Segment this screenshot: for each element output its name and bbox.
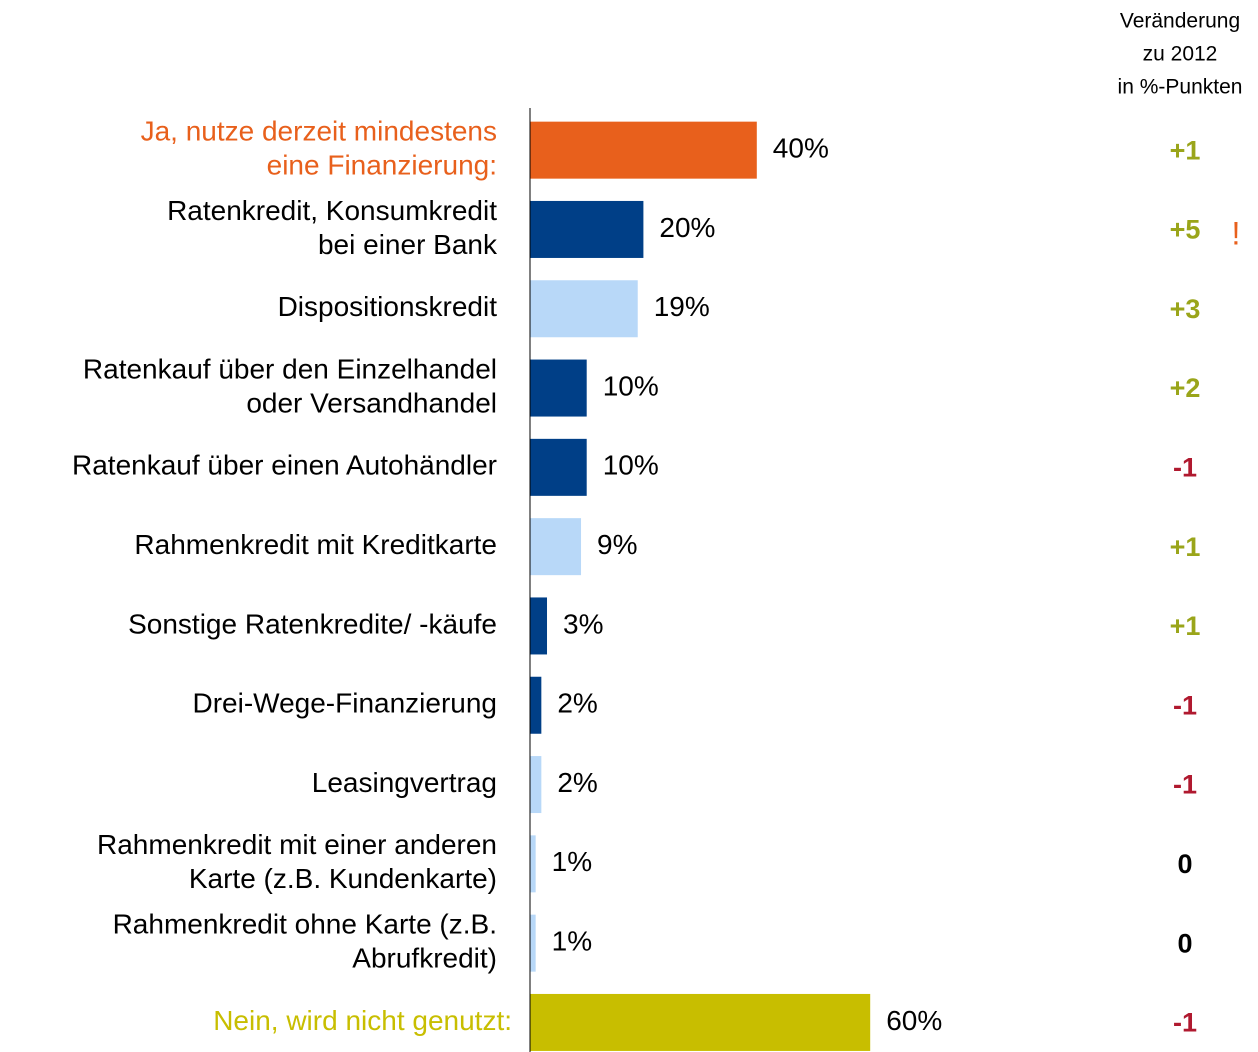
change-header: Veränderung	[1120, 10, 1240, 33]
category-label: Karte (z.B. Kundenkarte)	[189, 863, 497, 894]
category-label: Drei-Wege-Finanzierung	[193, 688, 498, 719]
category-label: eine Finanzierung:	[267, 150, 497, 181]
bar	[530, 121, 757, 179]
change-label: -1	[1173, 1008, 1197, 1038]
category-label: Ratenkredit, Konsumkredit	[167, 195, 497, 226]
category-label: Nein, wird nicht genutzt:	[213, 1005, 512, 1036]
bar	[530, 914, 536, 972]
value-label: 3%	[563, 608, 603, 639]
change-header: in %-Punkten	[1118, 76, 1243, 99]
category-label: Ratenkauf über einen Autohändler	[72, 450, 497, 481]
category-label: Rahmenkredit mit einer anderen	[97, 829, 497, 860]
bar	[530, 676, 542, 734]
value-label: 19%	[654, 291, 710, 322]
value-label: 2%	[557, 688, 597, 719]
change-label: -1	[1173, 770, 1197, 800]
category-label: oder Versandhandel	[246, 387, 497, 418]
change-label: +5	[1170, 215, 1201, 245]
change-header: zu 2012	[1143, 43, 1218, 66]
bar	[530, 200, 644, 258]
change-label: +1	[1170, 611, 1201, 641]
bar	[530, 518, 582, 576]
bar	[530, 438, 587, 496]
bar	[530, 835, 536, 893]
value-label: 20%	[659, 212, 715, 243]
change-label: 0	[1177, 928, 1192, 958]
category-label: Dispositionskredit	[278, 291, 498, 322]
value-label: 40%	[773, 133, 829, 164]
category-label: Ja, nutze derzeit mindestens	[141, 116, 497, 147]
annotation: !	[1232, 215, 1241, 251]
change-label: 0	[1177, 849, 1192, 879]
change-label: +2	[1170, 373, 1201, 403]
value-label: 10%	[603, 370, 659, 401]
category-label: Sonstige Ratenkredite/ -käufe	[128, 608, 497, 639]
bar	[530, 359, 587, 417]
category-label: Leasingvertrag	[312, 767, 497, 798]
bar	[530, 756, 542, 814]
value-label: 9%	[597, 529, 637, 560]
value-label: 10%	[603, 450, 659, 481]
value-label: 2%	[557, 767, 597, 798]
change-label: +1	[1170, 135, 1201, 165]
category-label: Abrufkredit)	[352, 943, 497, 974]
category-label: Rahmenkredit mit Kreditkarte	[134, 529, 497, 560]
change-label: +3	[1170, 294, 1201, 324]
bar	[530, 993, 871, 1051]
category-label: bei einer Bank	[318, 229, 498, 260]
value-label: 1%	[552, 846, 592, 877]
bar	[530, 597, 548, 655]
value-label: 1%	[552, 926, 592, 957]
value-label: 60%	[886, 1005, 942, 1036]
change-label: -1	[1173, 452, 1197, 482]
category-label: Ratenkauf über den Einzelhandel	[83, 353, 497, 384]
change-label: -1	[1173, 690, 1197, 720]
category-label: Rahmenkredit ohne Karte (z.B.	[113, 909, 497, 940]
bar	[530, 280, 638, 338]
change-label: +1	[1170, 532, 1201, 562]
